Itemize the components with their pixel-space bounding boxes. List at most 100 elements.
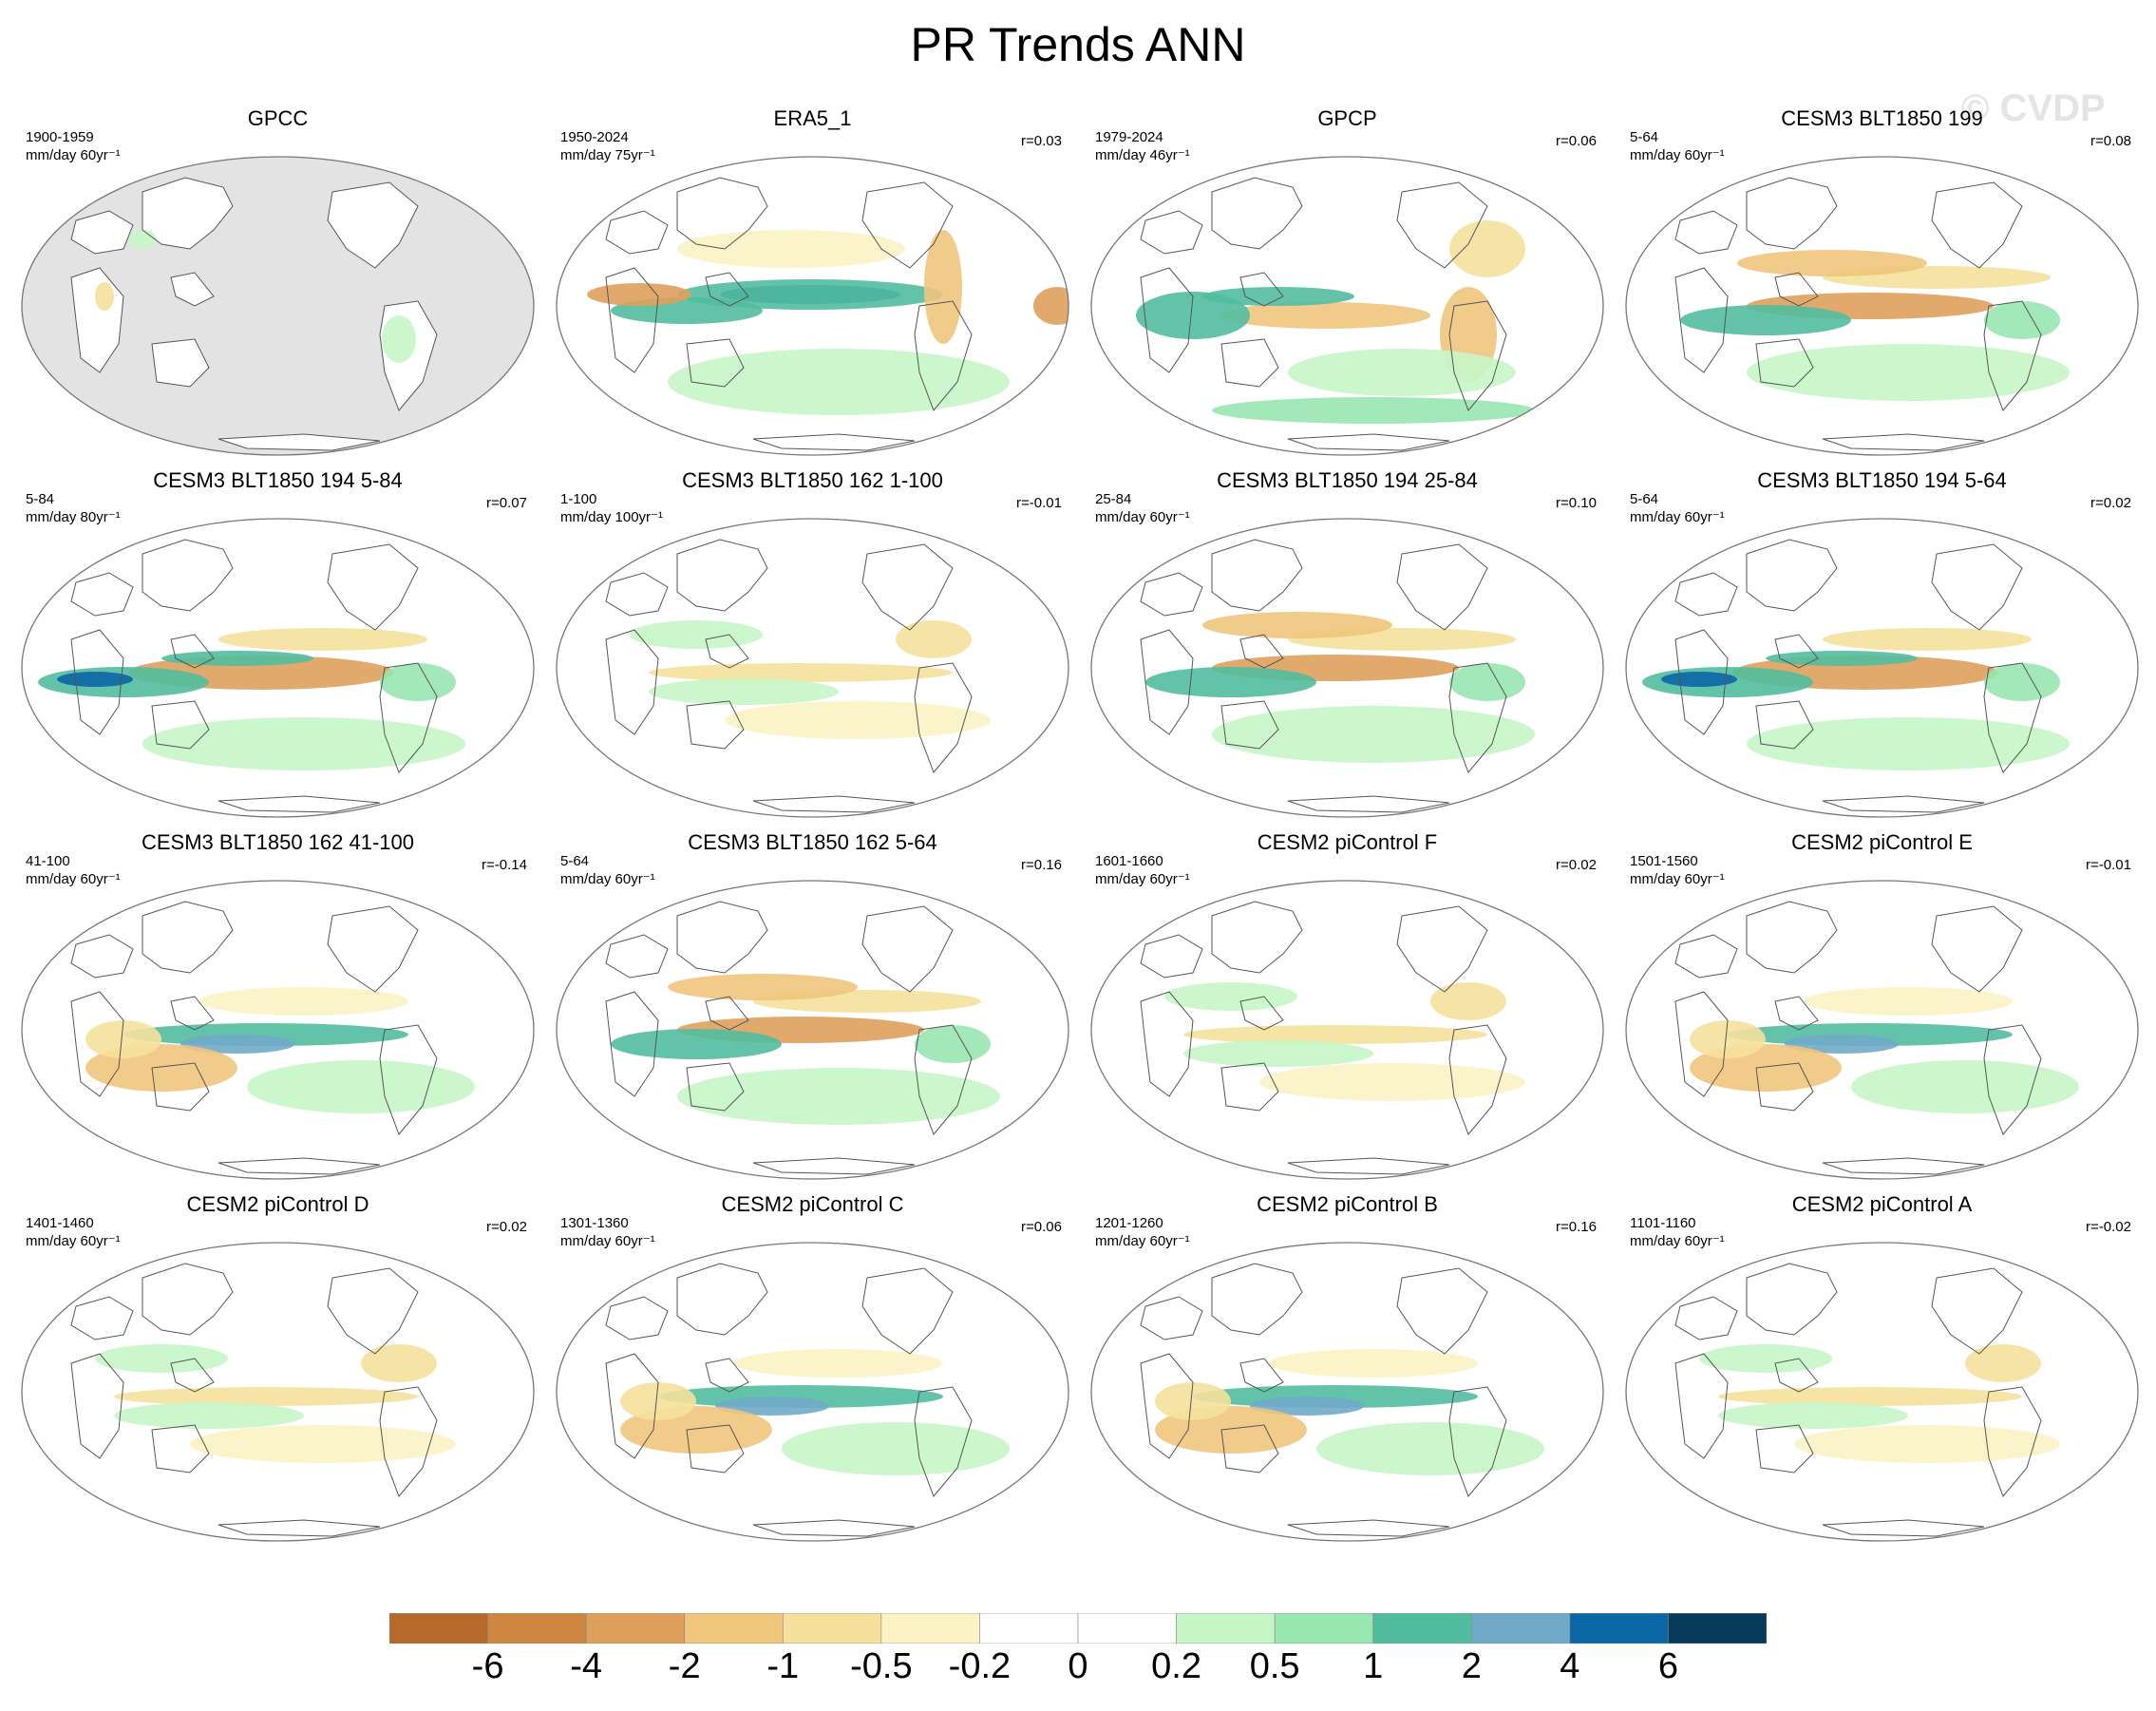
coastline bbox=[1140, 1296, 1203, 1340]
coastline bbox=[151, 338, 210, 388]
coastline bbox=[1822, 1519, 1985, 1537]
trend-anomaly bbox=[1699, 1344, 1832, 1373]
panel-units: mm/day 60yr⁻¹ bbox=[1630, 147, 1725, 163]
coastline bbox=[1396, 905, 1488, 993]
coastline bbox=[1140, 629, 1194, 735]
trend-anomaly bbox=[1804, 987, 2013, 1016]
map-border bbox=[21, 880, 535, 1180]
coastline bbox=[686, 1062, 745, 1112]
coastline bbox=[861, 181, 954, 269]
colorbar-swatch bbox=[782, 1613, 882, 1644]
map-border bbox=[556, 156, 1069, 456]
coastline bbox=[1220, 1062, 1279, 1112]
trend-anomaly bbox=[1794, 1425, 2060, 1463]
robinson-map bbox=[556, 156, 1069, 456]
trend-anomaly bbox=[668, 974, 858, 1000]
coastline bbox=[217, 1157, 381, 1175]
trend-anomaly bbox=[95, 1344, 228, 1373]
panel-period: 1501-1560 bbox=[1630, 853, 1698, 869]
coastline bbox=[151, 700, 210, 750]
trend-anomaly bbox=[1449, 220, 1525, 277]
coastline bbox=[1674, 991, 1729, 1097]
coastline bbox=[1287, 433, 1450, 451]
coastline bbox=[1755, 700, 1814, 750]
panel-units: mm/day 60yr⁻¹ bbox=[1630, 871, 1725, 887]
robinson-map bbox=[1090, 880, 1604, 1180]
coastline bbox=[1931, 543, 2023, 631]
panel-title: CESM2 piControl B bbox=[1257, 1192, 1438, 1216]
panel-title: CESM3 BLT1850 194 5-84 bbox=[153, 468, 403, 492]
colorbar-swatch bbox=[1176, 1613, 1276, 1644]
panel-period: 1979-2024 bbox=[1095, 129, 1163, 145]
trend-anomaly bbox=[715, 1397, 829, 1416]
coastline bbox=[1140, 1353, 1194, 1459]
robinson-map bbox=[1625, 1242, 2139, 1542]
map-panel: CESM3 BLT1850 162 41-100 41-100 mm/day 60y… bbox=[9, 830, 546, 1191]
robinson-map bbox=[21, 156, 535, 456]
panel-units: mm/day 60yr⁻¹ bbox=[560, 1233, 655, 1249]
robinson-map bbox=[1090, 1242, 1604, 1542]
colorbar-swatch bbox=[389, 1613, 488, 1644]
trend-anomaly bbox=[915, 1025, 991, 1063]
coastline bbox=[1931, 1267, 2023, 1355]
panel-units: mm/day 60yr⁻¹ bbox=[1630, 1233, 1725, 1249]
trend-anomaly bbox=[114, 1387, 418, 1406]
colorbar-swatch bbox=[1470, 1613, 1571, 1644]
trend-anomaly bbox=[1984, 301, 2060, 339]
colorbar-swatch bbox=[1274, 1613, 1374, 1644]
coastline bbox=[1448, 1024, 1507, 1135]
coastline bbox=[1211, 901, 1303, 974]
coastline bbox=[861, 905, 954, 993]
colorbar-label: 6 bbox=[1657, 1646, 1678, 1686]
coastline bbox=[70, 629, 124, 735]
coastline bbox=[1448, 300, 1507, 411]
colorbar-label: -2 bbox=[668, 1646, 701, 1686]
coastline bbox=[142, 901, 234, 974]
colorbar-label: 2 bbox=[1461, 1646, 1482, 1686]
trend-anomaly bbox=[1785, 1035, 1899, 1054]
map-panel: CESM2 piControl D 1401-1460 mm/day 60yr⁻¹ r… bbox=[9, 1192, 546, 1553]
panel-correlation: r=-0.01 bbox=[2086, 857, 2131, 873]
coastline bbox=[1674, 210, 1738, 255]
coastline bbox=[1674, 572, 1738, 617]
panel-units: mm/day 80yr⁻¹ bbox=[26, 509, 121, 525]
trend-anomaly bbox=[1145, 667, 1316, 697]
panel-period: 5-64 bbox=[1630, 129, 1659, 145]
coastline bbox=[327, 543, 419, 631]
trend-anomaly bbox=[1164, 982, 1297, 1011]
trend-anomaly bbox=[611, 1029, 782, 1059]
coastline bbox=[1931, 181, 2023, 269]
panel-correlation: r=0.08 bbox=[2090, 133, 2131, 149]
trend-anomaly bbox=[247, 1060, 475, 1113]
coastline bbox=[1140, 991, 1194, 1097]
coastline bbox=[914, 1024, 973, 1135]
coastline bbox=[379, 300, 438, 411]
panel-title: CESM2 piControl D bbox=[186, 1192, 369, 1216]
coastline bbox=[1448, 1386, 1507, 1497]
panel-period: 1201-1260 bbox=[1095, 1215, 1163, 1231]
colorbar-swatch bbox=[979, 1613, 1079, 1644]
trend-anomaly bbox=[1718, 1402, 1908, 1429]
trend-anomaly bbox=[1747, 717, 2070, 770]
map-panel: CESM2 piControl F 1601-1660 mm/day 60yr⁻¹ r… bbox=[1079, 830, 1616, 1191]
coastline bbox=[1755, 1062, 1814, 1112]
robinson-map bbox=[21, 1242, 535, 1542]
map-border bbox=[21, 518, 535, 818]
panel-correlation: r=0.02 bbox=[486, 1219, 527, 1235]
coastline bbox=[379, 1386, 438, 1497]
panel-title: CESM3 BLT1850 194 5-64 bbox=[1757, 468, 2007, 492]
colorbar-label: 0.2 bbox=[1151, 1646, 1201, 1686]
coastline bbox=[705, 272, 749, 307]
coastline bbox=[1211, 539, 1303, 612]
coastline bbox=[1239, 634, 1284, 669]
panel-correlation: r=0.03 bbox=[1021, 133, 1062, 149]
trend-anomaly bbox=[361, 1344, 437, 1382]
coastline bbox=[1746, 177, 1838, 250]
panel-period: 1301-1360 bbox=[560, 1215, 629, 1231]
trend-anomaly bbox=[677, 1068, 1000, 1125]
coastline bbox=[1140, 210, 1203, 255]
panel-period: 1401-1460 bbox=[26, 1215, 94, 1231]
coastline bbox=[1287, 795, 1450, 813]
coastline bbox=[605, 210, 669, 255]
map-panel: CESM2 piControl C 1301-1360 mm/day 60yr⁻¹ r… bbox=[544, 1192, 1081, 1553]
